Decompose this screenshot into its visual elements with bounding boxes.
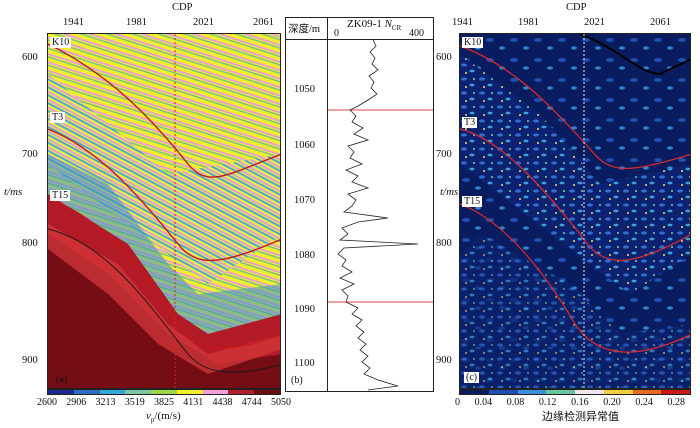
depth-tick-1090: 1090 — [294, 304, 315, 315]
panel-c-colorbar — [459, 389, 691, 395]
colorbar-c-seg-1 — [488, 390, 518, 394]
colorbar-a-seg-2 — [99, 390, 126, 394]
cb-c-tick-7: 0.28 — [667, 397, 685, 408]
panel-a-colorbar-title: vp/(m/s) — [146, 410, 181, 424]
panel-a-top-tick-1941: 1941 — [63, 17, 84, 28]
cb-a-tick-6: 4438 — [212, 397, 233, 408]
colorbar-c-seg-6 — [632, 390, 662, 394]
cb-a-tick-0: 2600 — [37, 397, 57, 408]
panel-c-horizon-t3: T3 — [462, 117, 478, 128]
panel-a-horizon-t3: T3 — [50, 112, 66, 123]
panel-c-left-tick-700: 700 — [436, 149, 452, 160]
panel-a-left-axis-title: t/ms — [4, 186, 23, 198]
panel-a-horizon-k10: K10 — [50, 37, 72, 48]
panel-a-left-tick-600: 600 — [22, 52, 38, 63]
panel-c-top-tick-1941: 1941 — [452, 17, 473, 28]
panel-a-left-tick-800: 800 — [22, 238, 38, 249]
colorbar-a-seg-6 — [202, 390, 229, 394]
panel-a-colorbar-ticks: 2600 2906 3213 3519 3825 4131 4438 4744 … — [37, 397, 291, 408]
panel-c-top-tick-1981: 1981 — [518, 17, 539, 28]
colorbar-a-seg-4 — [151, 390, 177, 394]
panel-a-horizon-t15: T15 — [50, 190, 71, 201]
cb-a-title-sub: p — [150, 416, 155, 425]
cb-a-title-main: v — [146, 410, 151, 422]
ncr-sub: CR — [391, 24, 402, 33]
depth-tick-1100: 1100 — [294, 358, 315, 369]
panel-c-top-tick-2021: 2021 — [584, 17, 605, 28]
colorbar-a-seg-7 — [228, 390, 255, 394]
cb-c-tick-1: 0.04 — [474, 397, 493, 408]
colorbar-c-seg-3 — [546, 390, 575, 394]
cb-c-tick-0: 0 — [455, 397, 460, 408]
panel-c-left-tick-600: 600 — [436, 52, 452, 63]
colorbar-c-seg-5 — [603, 390, 633, 394]
panel-c-horizon-k10: K10 — [462, 37, 484, 48]
ncr-main: N — [384, 18, 392, 30]
edge-detection-section: K10 T3 T15 (c) — [459, 33, 691, 389]
colorbar-c-seg-7 — [661, 390, 690, 394]
panel-c-left-axis-title: t/ms — [440, 186, 459, 198]
seismic-velocity-image — [48, 34, 280, 388]
cb-c-tick-2: 0.08 — [506, 397, 525, 408]
well-log-depth-header: 深度/m — [288, 24, 321, 35]
panel-a-top-tick-2021: 2021 — [193, 17, 214, 28]
panel-a-label: (a) — [56, 374, 68, 385]
panel-a-top-tick-2061: 2061 — [253, 17, 274, 28]
panel-a-colorbar — [47, 389, 281, 395]
colorbar-c-seg-0 — [460, 390, 489, 394]
colorbar-a-seg-1 — [73, 390, 100, 394]
cb-a-title-rest: /(m/s) — [154, 410, 181, 422]
depth-tick-1050: 1050 — [294, 84, 315, 95]
well-name: ZK09-1 — [347, 18, 382, 30]
well-log-title: ZK09-1 NCR — [347, 18, 401, 32]
cb-a-tick-2: 3213 — [95, 397, 116, 408]
cb-c-tick-6: 0.24 — [635, 397, 653, 408]
panel-a-top-axis-title: CDP — [172, 2, 193, 13]
panel-b-label: (b) — [291, 375, 303, 386]
edge-detection-image — [460, 34, 690, 388]
panel-c-colorbar-title: 边缘检测异常值 — [542, 410, 619, 423]
colorbar-c-seg-2 — [517, 390, 547, 394]
colorbar-a-seg-3 — [125, 390, 152, 394]
panel-c-top-axis-title: CDP — [566, 2, 587, 13]
depth-tick-1080: 1080 — [294, 250, 315, 261]
ncr-log-curve — [328, 40, 433, 391]
cb-a-tick-7: 4744 — [241, 397, 262, 408]
panel-c-left-tick-800: 800 — [436, 238, 452, 249]
panel-c-left-tick-900: 900 — [436, 355, 452, 366]
depth-tick-1060: 1060 — [294, 140, 315, 151]
cb-a-tick-8: 5050 — [271, 397, 291, 408]
cb-a-tick-3: 3519 — [124, 397, 145, 408]
well-log-divider — [327, 17, 328, 392]
seismic-velocity-section: K10 T3 T15 (a) — [47, 33, 281, 389]
colorbar-a-seg-5 — [176, 390, 203, 394]
well-log-frame — [285, 17, 434, 392]
cb-a-tick-5: 4131 — [183, 397, 204, 408]
well-log-header-line — [285, 39, 434, 40]
well-log-scale-min: 0 — [334, 28, 339, 39]
cb-a-tick-4: 3825 — [154, 397, 174, 408]
well-log-scale-max: 400 — [409, 28, 424, 39]
cb-c-tick-4: 0.16 — [571, 397, 589, 408]
cb-a-tick-1: 2906 — [66, 397, 87, 408]
cb-c-tick-3: 0.12 — [538, 397, 557, 408]
panel-a-left-tick-700: 700 — [22, 149, 38, 160]
panel-a-top-tick-1981: 1981 — [126, 17, 147, 28]
colorbar-a-seg-8 — [254, 390, 281, 394]
panel-c-top-tick-2061: 2061 — [650, 17, 671, 28]
panel-c-colorbar-ticks: 0 0.04 0.08 0.12 0.16 0.20 0.24 0.28 — [455, 397, 685, 408]
cb-c-tick-5: 0.20 — [603, 397, 621, 408]
depth-tick-1070: 1070 — [294, 195, 315, 206]
colorbar-a-seg-0 — [48, 390, 74, 394]
panel-c-horizon-t15: T15 — [462, 196, 483, 207]
colorbar-c-seg-4 — [575, 390, 604, 394]
panel-a-left-tick-900: 900 — [22, 355, 38, 366]
panel-c-label: (c) — [464, 372, 480, 383]
